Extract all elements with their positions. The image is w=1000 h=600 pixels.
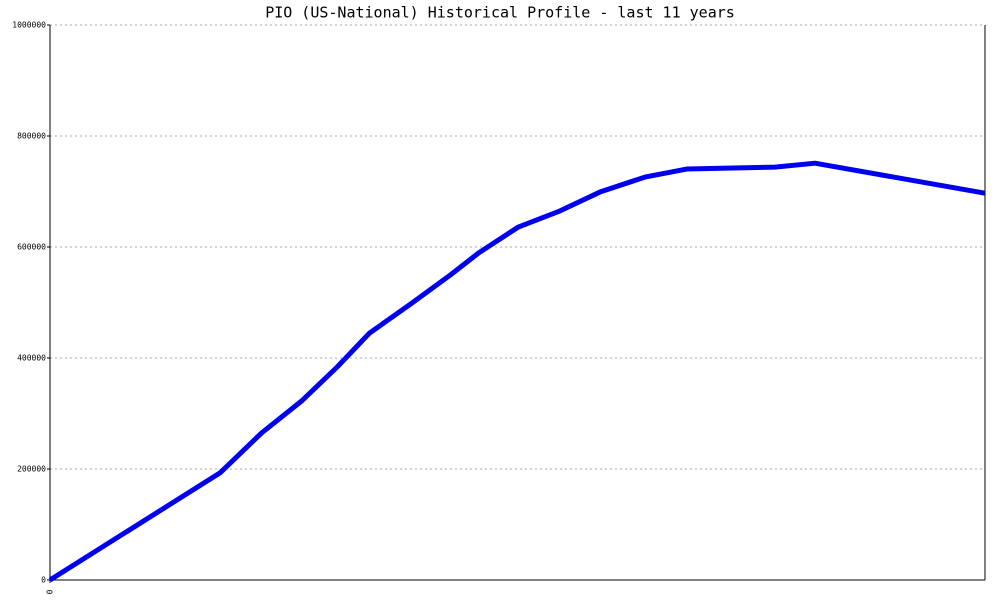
y-tick-label: 200000 xyxy=(17,465,46,474)
data-line xyxy=(48,160,986,583)
x-tick-label: 0 xyxy=(46,589,55,594)
y-tick-label: 1000000 xyxy=(12,21,46,30)
chart-title: PIO (US-National) Historical Profile - l… xyxy=(265,4,735,22)
y-tick-label: 400000 xyxy=(17,354,46,363)
y-tick-label: 0 xyxy=(41,576,46,585)
y-tick-label: 800000 xyxy=(17,132,46,141)
y-tick-label: 600000 xyxy=(17,243,46,252)
